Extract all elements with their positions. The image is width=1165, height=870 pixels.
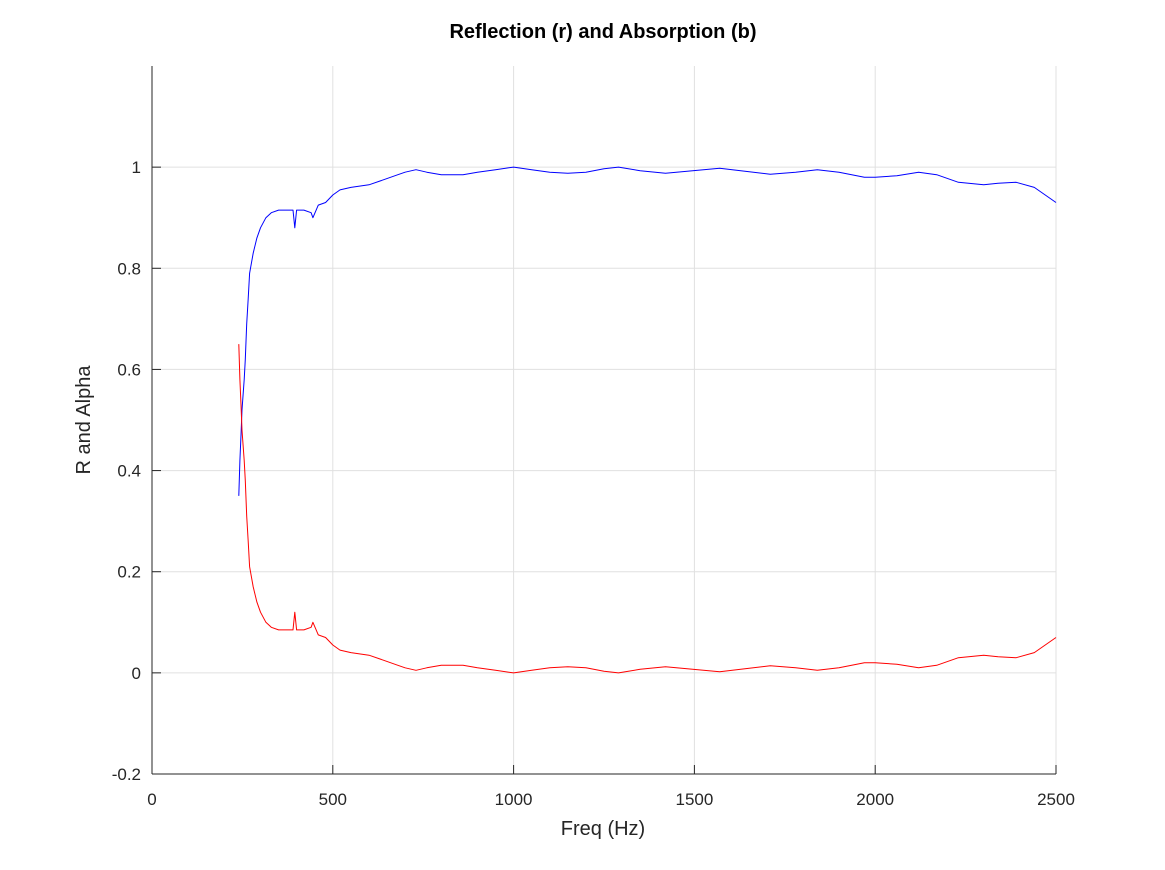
series-line-2 <box>238 344 1057 674</box>
y-tick-label: 0.6 <box>117 360 141 379</box>
y-tick-label: -0.2 <box>112 765 141 784</box>
x-tick-labels: 0 500 1000 1500 2000 2500 <box>147 765 1075 809</box>
y-tick-label: 0.2 <box>117 563 141 582</box>
y-axis-label: R and Alpha <box>73 365 95 475</box>
x-tick-label: 500 <box>319 790 347 809</box>
x-tick-label: 1500 <box>675 790 713 809</box>
x-tick-label: 2000 <box>856 790 894 809</box>
series-line-1 <box>238 166 1057 496</box>
chart-title: Reflection (r) and Absorption (b) <box>449 21 756 43</box>
axes <box>151 66 1056 775</box>
y-tick-label: 0.8 <box>117 259 141 278</box>
x-axis-label: Freq (Hz) <box>561 818 645 840</box>
y-tick-labels: -0.2 0 0.2 0.4 0.6 0.8 1 <box>112 158 161 784</box>
grid <box>152 66 1057 774</box>
x-tick-label: 0 <box>147 790 156 809</box>
x-tick-label: 1000 <box>495 790 533 809</box>
y-tick-label: 0 <box>132 664 141 683</box>
series-layer <box>238 166 1057 674</box>
x-tick-label: 2500 <box>1037 790 1075 809</box>
y-tick-label: 1 <box>132 158 141 177</box>
y-tick-label: 0.4 <box>117 462 141 481</box>
